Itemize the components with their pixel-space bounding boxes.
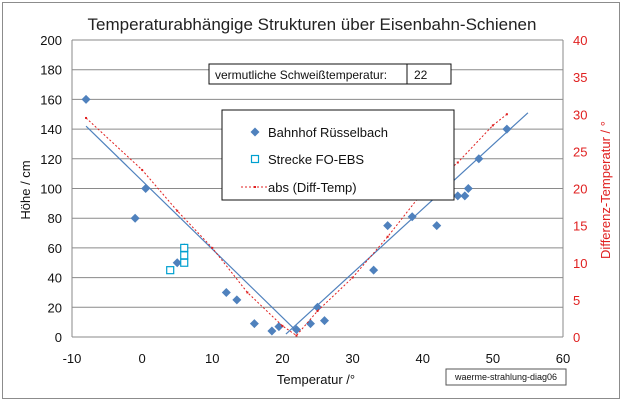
data-point [491,124,494,127]
y2-tick-label: 20 [573,182,587,197]
x-axis-label: Temperatur /° [277,372,355,387]
series-0 [81,94,512,336]
x-tick-label: 40 [415,351,429,366]
y-tick-label: 80 [48,211,62,226]
y2-tick-label: 10 [573,256,587,271]
legend-label: Strecke FO-EBS [268,152,364,167]
data-point [383,221,393,231]
y-tick-label: 200 [40,33,62,48]
data-point [432,221,442,231]
data-point [246,291,249,294]
legend-marker-dot [254,186,256,188]
data-point [141,168,144,171]
y-tick-label: 140 [40,122,62,137]
x-tick-label: -10 [63,351,82,366]
data-point [281,324,284,327]
annotation-value: 22 [414,68,428,82]
x-axis-ticks: -10 0 10 20 30 40 50 60 [63,351,571,366]
trendline [85,125,297,332]
data-point [351,276,354,279]
data-point [313,302,322,312]
y-tick-label: 120 [40,152,62,167]
y2-tick-label: 35 [573,70,587,85]
y-tick-label: 180 [40,63,62,78]
y-axis-label: Höhe / cm [18,160,33,219]
y-tick-label: 20 [48,300,62,315]
data-point [166,266,175,275]
data-point [456,161,459,164]
y2-tick-label: 30 [573,107,587,122]
data-point [172,258,182,268]
y-tick-label: 0 [55,330,62,345]
y2-tick-label: 15 [573,219,587,234]
y2-tick-label: 0 [573,330,580,345]
data-point [369,265,379,275]
data-point [316,310,319,313]
data-point [221,287,231,297]
data-point [267,326,277,336]
data-point [502,124,512,134]
data-point [176,209,179,212]
x-tick-label: 20 [275,351,289,366]
data-point [305,319,315,329]
data-point [180,258,189,267]
data-point [81,94,91,104]
y2-tick-label: 40 [573,33,587,48]
data-point [141,184,151,193]
legend-label: abs (Diff-Temp) [268,180,357,195]
x-tick-label: 50 [486,351,500,366]
y-tick-label: 100 [40,182,62,197]
chart-title: Temperaturabhängige Strukturen über Eise… [88,15,537,34]
data-point [232,295,242,305]
data-point [130,213,140,223]
data-point [295,334,298,337]
data-point [85,116,88,119]
annotation-label: vermutliche Schweißtemperatur: [215,68,387,82]
data-point [320,316,330,326]
x-tick-label: 10 [205,351,219,366]
y2-tick-label: 25 [573,144,587,159]
x-tick-label: 0 [139,351,146,366]
data-point [249,319,259,329]
y-tick-label: 60 [48,241,62,256]
data-point [505,113,508,116]
x-tick-label: 30 [345,351,359,366]
series-1 [166,243,189,275]
tag-box: waerme-strahlung-diag06 [445,368,567,386]
y-tick-label: 40 [48,271,62,286]
y-axis-ticks: 0 20 40 60 80 100 120 140 160 180 200 [40,33,62,345]
data-point [180,243,189,252]
tag-label: waerme-strahlung-diag06 [454,372,557,382]
data-point [407,212,417,222]
trendlines [85,112,529,335]
trendline [285,112,529,335]
annotation-box: vermutliche Schweißtemperatur: 22 [208,63,452,85]
y2-axis-ticks: 0 5 10 15 20 25 30 35 40 [573,33,587,345]
y2-tick-label: 5 [573,293,580,308]
legend: Bahnhof Rüsselbach Strecke FO-EBS abs (Dif… [221,109,455,201]
x-tick-label: 60 [556,351,570,366]
data-point [386,235,389,238]
data-point [291,325,301,335]
data-point [180,251,189,260]
legend-marker [250,127,260,137]
data-point [474,154,484,164]
data-point [453,191,463,201]
legend-marker [250,154,260,164]
y-tick-label: 160 [40,92,62,107]
data-point [463,184,473,193]
data-point [211,246,214,249]
legend-label: Bahnhof Rüsselbach [268,125,388,140]
y2-axis-label: Differenz-Temperatur / ° [598,121,613,259]
data-point [460,191,470,201]
